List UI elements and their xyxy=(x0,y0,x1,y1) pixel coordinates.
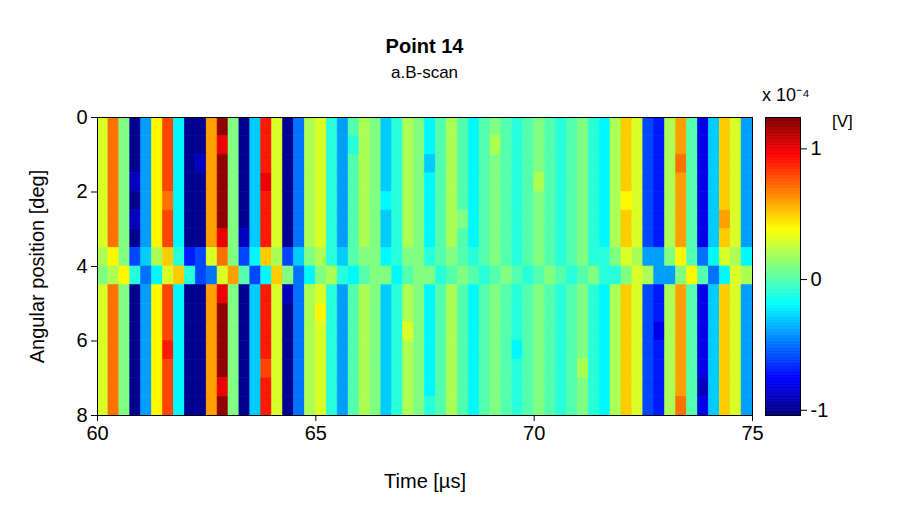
html-text:x 10⁻⁴: x 10⁻⁴ xyxy=(762,85,810,105)
html-text:a.B-scan: a.B-scan xyxy=(391,63,458,82)
svg-text:60: 60 xyxy=(86,422,108,444)
svg-text:1: 1 xyxy=(811,137,822,159)
svg-text:6: 6 xyxy=(76,329,87,351)
svg-text:Time [µs]: Time [µs] xyxy=(384,470,466,492)
html-text:Point 14: Point 14 xyxy=(385,35,464,57)
svg-text:4: 4 xyxy=(76,255,87,277)
svg-text:8: 8 xyxy=(76,404,87,426)
svg-text:75: 75 xyxy=(741,422,763,444)
svg-text:2: 2 xyxy=(76,180,87,202)
svg-text:65: 65 xyxy=(305,422,327,444)
svg-text:0: 0 xyxy=(76,106,87,128)
svg-text:70: 70 xyxy=(523,422,545,444)
svg-text:0: 0 xyxy=(811,268,822,290)
html-text:[V]: [V] xyxy=(832,112,853,131)
svg-text:-1: -1 xyxy=(811,399,829,421)
svg-text:Angular position [deg]: Angular position [deg] xyxy=(26,170,48,363)
